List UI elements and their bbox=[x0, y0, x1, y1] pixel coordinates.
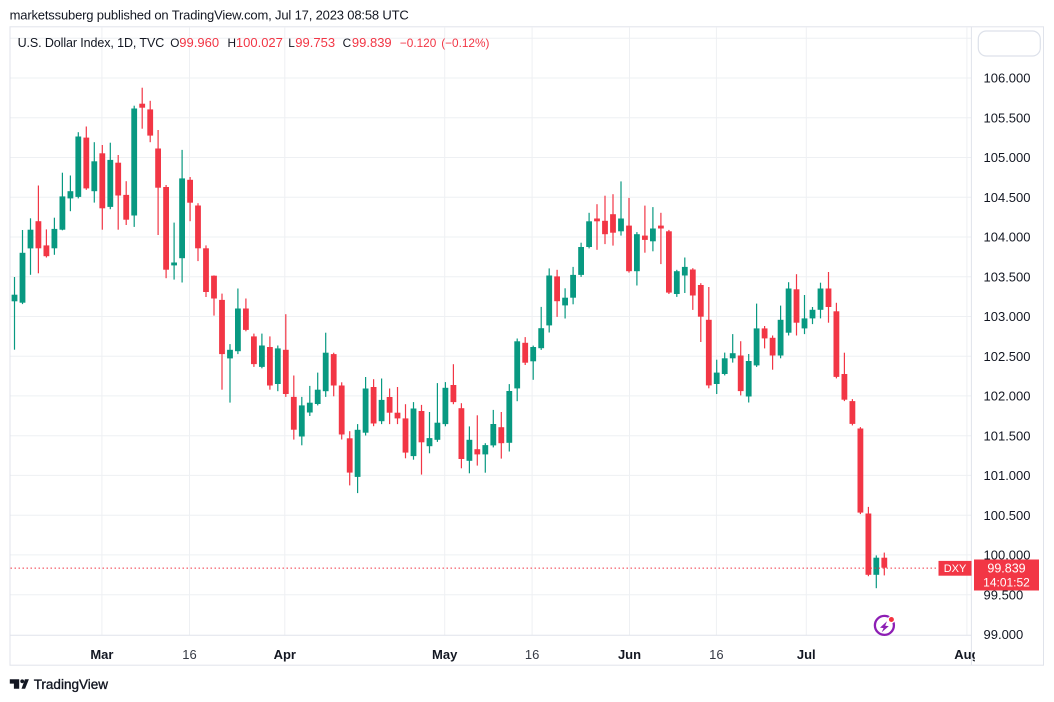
svg-text:H: H bbox=[228, 36, 237, 50]
svg-text:Aug: Aug bbox=[954, 647, 979, 662]
svg-text:16: 16 bbox=[525, 647, 539, 662]
svg-text:O: O bbox=[170, 36, 179, 50]
svg-text:104.500: 104.500 bbox=[984, 190, 1031, 205]
svg-text:14:01:52: 14:01:52 bbox=[983, 576, 1030, 590]
svg-text:−0.120: −0.120 bbox=[400, 36, 437, 50]
svg-text:105.000: 105.000 bbox=[984, 150, 1031, 165]
svg-text:100.027: 100.027 bbox=[236, 35, 283, 50]
svg-text:106.000: 106.000 bbox=[984, 71, 1031, 86]
svg-text:TradingView: TradingView bbox=[34, 677, 109, 692]
svg-text:104.000: 104.000 bbox=[984, 230, 1031, 245]
svg-text:Jun: Jun bbox=[618, 647, 641, 662]
svg-text:101.000: 101.000 bbox=[984, 468, 1031, 483]
svg-text:May: May bbox=[432, 647, 458, 662]
svg-text:C: C bbox=[343, 36, 352, 50]
svg-text:99.960: 99.960 bbox=[179, 35, 219, 50]
svg-text:100.500: 100.500 bbox=[984, 508, 1031, 523]
svg-text:99.753: 99.753 bbox=[295, 35, 335, 50]
svg-text:102.500: 102.500 bbox=[984, 349, 1031, 364]
svg-text:102.000: 102.000 bbox=[984, 389, 1031, 404]
svg-text:99.839: 99.839 bbox=[987, 562, 1025, 576]
svg-text:DXY: DXY bbox=[944, 563, 967, 575]
svg-text:marketssuberg published on Tra: marketssuberg published on TradingView.c… bbox=[10, 8, 409, 23]
svg-text:103.500: 103.500 bbox=[984, 269, 1031, 284]
svg-text:100.000: 100.000 bbox=[984, 548, 1031, 563]
svg-text:(−0.12%): (−0.12%) bbox=[441, 36, 489, 50]
svg-text:16: 16 bbox=[709, 647, 723, 662]
svg-text:99.000: 99.000 bbox=[984, 627, 1024, 642]
svg-text:16: 16 bbox=[182, 647, 196, 662]
svg-text:99.500: 99.500 bbox=[984, 587, 1024, 602]
svg-text:99.839: 99.839 bbox=[352, 35, 392, 50]
svg-text:103.000: 103.000 bbox=[984, 309, 1031, 324]
svg-text:L: L bbox=[288, 36, 295, 50]
svg-text:Jul: Jul bbox=[797, 647, 816, 662]
svg-text:Mar: Mar bbox=[90, 647, 113, 662]
svg-text:101.500: 101.500 bbox=[984, 428, 1031, 443]
svg-text:Apr: Apr bbox=[274, 647, 296, 662]
svg-text:U.S. Dollar Index, 1D, TVC: U.S. Dollar Index, 1D, TVC bbox=[18, 36, 165, 50]
svg-text:105.500: 105.500 bbox=[984, 110, 1031, 125]
